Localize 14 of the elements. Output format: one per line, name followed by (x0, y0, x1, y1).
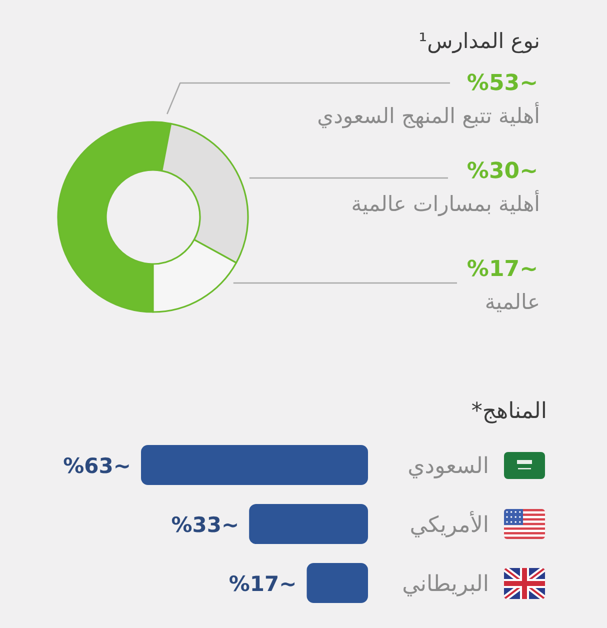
data-label: %30~ (466, 159, 538, 184)
slice-label: أهلية بمسارات عالمية (351, 190, 540, 217)
y-tick-label: الأمريكي (410, 511, 489, 538)
data-label: %53~ (466, 71, 538, 96)
slice-label: أهلية تتبع المنهج السعودي (317, 102, 540, 129)
y-tick-label: السعودي (408, 454, 489, 479)
data-label: %17~ (466, 257, 538, 282)
data-label: %17~ (228, 572, 297, 596)
y-tick-label: البريطاني (402, 572, 489, 597)
slice-label: عالمية (484, 290, 540, 314)
data-label: %63~ (63, 454, 131, 478)
text: المناهج* (471, 399, 547, 424)
chart-title: نوع المدارس¹ (418, 29, 540, 54)
data-label: %33~ (171, 513, 240, 537)
